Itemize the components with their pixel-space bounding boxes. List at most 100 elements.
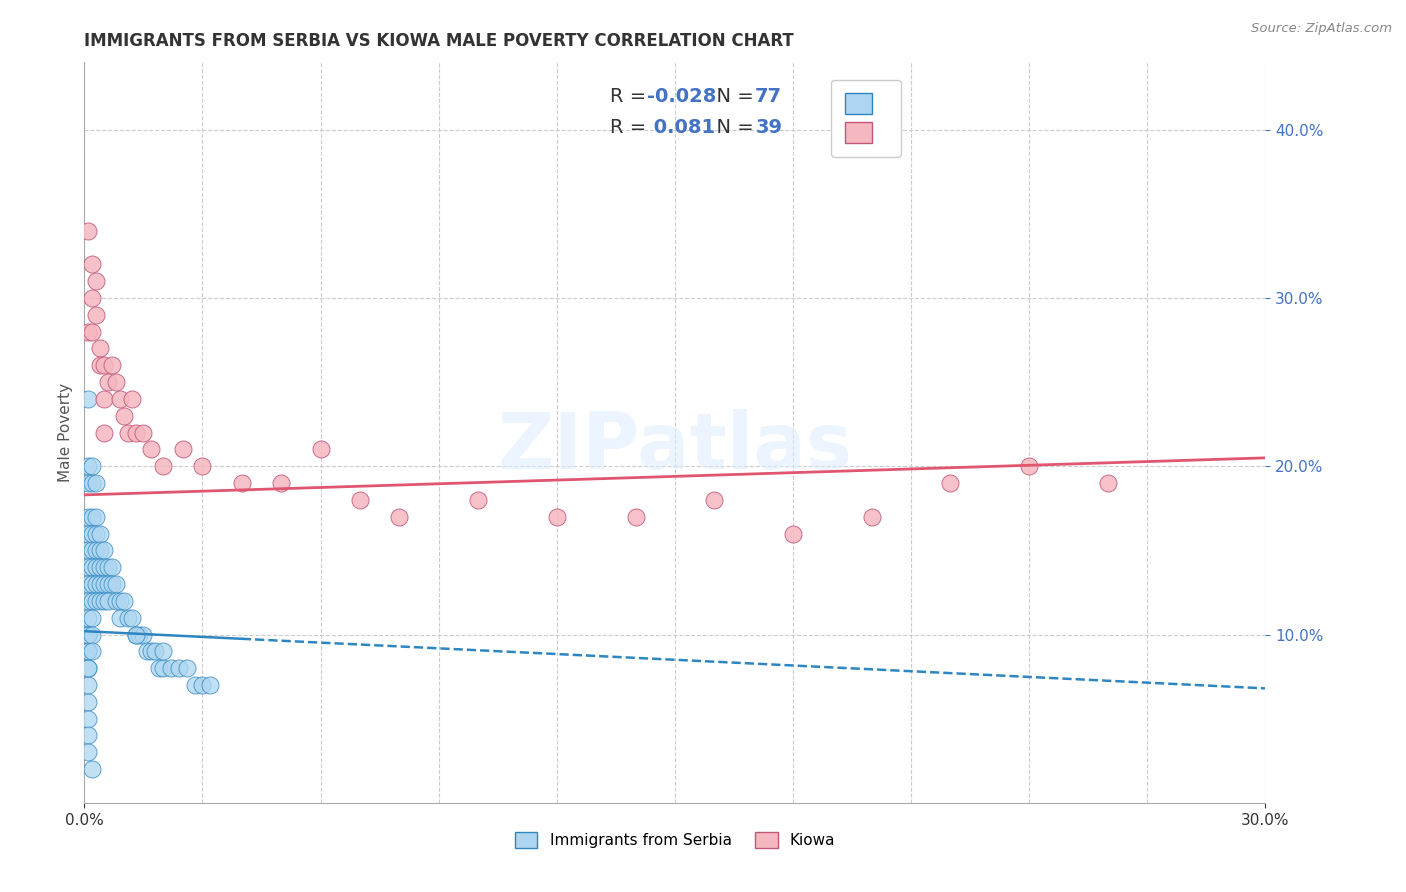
Point bbox=[93, 594, 115, 608]
Point bbox=[82, 594, 104, 608]
Point bbox=[152, 459, 174, 474]
Point bbox=[77, 560, 100, 574]
Point bbox=[77, 526, 100, 541]
Point bbox=[124, 627, 146, 641]
Point bbox=[160, 661, 183, 675]
Point bbox=[148, 661, 170, 675]
Point bbox=[82, 325, 104, 339]
Point bbox=[121, 610, 143, 624]
Point bbox=[89, 526, 111, 541]
Point bbox=[77, 627, 100, 641]
Point bbox=[309, 442, 332, 457]
Point bbox=[77, 627, 100, 641]
Point bbox=[467, 492, 489, 507]
Point bbox=[939, 476, 962, 491]
Point bbox=[172, 442, 194, 457]
Text: R =: R = bbox=[610, 87, 652, 106]
Point bbox=[77, 459, 100, 474]
Point bbox=[82, 526, 104, 541]
Text: 0.081: 0.081 bbox=[647, 118, 714, 137]
Point bbox=[84, 509, 107, 524]
Point bbox=[152, 644, 174, 658]
Point bbox=[191, 678, 214, 692]
Point bbox=[132, 627, 155, 641]
Point bbox=[1018, 459, 1040, 474]
Point bbox=[152, 661, 174, 675]
Point bbox=[77, 392, 100, 406]
Point bbox=[82, 257, 104, 271]
Text: -0.028: -0.028 bbox=[647, 87, 716, 106]
Point bbox=[231, 476, 253, 491]
Point bbox=[82, 509, 104, 524]
Point bbox=[89, 359, 111, 373]
Point bbox=[77, 729, 100, 743]
Point bbox=[82, 291, 104, 305]
Point bbox=[77, 509, 100, 524]
Point bbox=[82, 644, 104, 658]
Point bbox=[141, 442, 163, 457]
Point bbox=[167, 661, 190, 675]
Point bbox=[93, 560, 115, 574]
Point bbox=[89, 577, 111, 591]
Point bbox=[77, 325, 100, 339]
Point bbox=[93, 543, 115, 558]
Point bbox=[84, 274, 107, 288]
Text: 39: 39 bbox=[755, 118, 782, 137]
Point bbox=[141, 644, 163, 658]
Text: ZIPatlas: ZIPatlas bbox=[498, 409, 852, 485]
Point bbox=[82, 560, 104, 574]
Point bbox=[82, 577, 104, 591]
Point bbox=[97, 560, 120, 574]
Point bbox=[84, 526, 107, 541]
Point bbox=[108, 594, 131, 608]
Point bbox=[143, 644, 166, 658]
Point bbox=[82, 610, 104, 624]
Point bbox=[1097, 476, 1119, 491]
Point bbox=[117, 425, 139, 440]
Point bbox=[77, 644, 100, 658]
Point bbox=[388, 509, 411, 524]
Text: IMMIGRANTS FROM SERBIA VS KIOWA MALE POVERTY CORRELATION CHART: IMMIGRANTS FROM SERBIA VS KIOWA MALE POV… bbox=[84, 32, 794, 50]
Point bbox=[93, 577, 115, 591]
Text: 77: 77 bbox=[755, 87, 782, 106]
Point bbox=[121, 392, 143, 406]
Point bbox=[93, 359, 115, 373]
Point bbox=[77, 644, 100, 658]
Point bbox=[77, 224, 100, 238]
Point bbox=[101, 577, 124, 591]
Point bbox=[703, 492, 725, 507]
Point bbox=[77, 543, 100, 558]
Point bbox=[84, 476, 107, 491]
Point bbox=[77, 745, 100, 759]
Point bbox=[82, 627, 104, 641]
Point bbox=[93, 392, 115, 406]
Point bbox=[104, 577, 127, 591]
Point bbox=[270, 476, 292, 491]
Point bbox=[101, 560, 124, 574]
Point bbox=[84, 577, 107, 591]
Point bbox=[183, 678, 205, 692]
Point bbox=[82, 476, 104, 491]
Point bbox=[112, 594, 135, 608]
Point bbox=[104, 375, 127, 389]
Point bbox=[77, 661, 100, 675]
Legend: Immigrants from Serbia, Kiowa: Immigrants from Serbia, Kiowa bbox=[509, 826, 841, 855]
Point bbox=[77, 594, 100, 608]
Point bbox=[93, 425, 115, 440]
Point bbox=[191, 459, 214, 474]
Text: N =: N = bbox=[704, 118, 761, 137]
Point bbox=[200, 678, 222, 692]
Point bbox=[104, 594, 127, 608]
Point bbox=[101, 359, 124, 373]
Point bbox=[77, 577, 100, 591]
Point bbox=[89, 543, 111, 558]
Point bbox=[624, 509, 647, 524]
Text: Source: ZipAtlas.com: Source: ZipAtlas.com bbox=[1251, 22, 1392, 36]
Point bbox=[77, 712, 100, 726]
Point bbox=[860, 509, 883, 524]
Point bbox=[136, 644, 159, 658]
Point bbox=[77, 678, 100, 692]
Point bbox=[124, 627, 146, 641]
Point bbox=[546, 509, 568, 524]
Point bbox=[89, 560, 111, 574]
